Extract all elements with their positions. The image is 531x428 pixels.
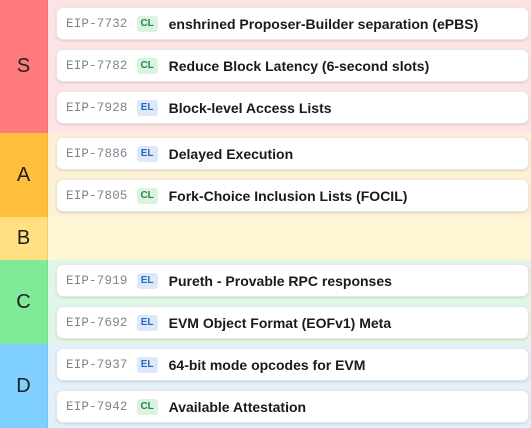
eip-card[interactable]: EIP-7937 EL 64-bit mode opcodes for EVM bbox=[56, 348, 529, 381]
eip-title: Delayed Execution bbox=[168, 145, 294, 162]
eip-card[interactable]: EIP-7886 EL Delayed Execution bbox=[56, 137, 529, 170]
eip-title: Block-level Access Lists bbox=[168, 99, 332, 116]
eip-number: EIP-7782 bbox=[66, 58, 128, 73]
tier-label: C bbox=[0, 260, 48, 344]
eip-number: EIP-7942 bbox=[66, 399, 128, 414]
eip-number: EIP-7919 bbox=[66, 273, 128, 288]
eip-card[interactable]: EIP-7928 EL Block-level Access Lists bbox=[56, 91, 529, 124]
eip-number: EIP-7928 bbox=[66, 100, 128, 115]
layer-badge: CL bbox=[136, 57, 158, 74]
eip-card[interactable]: EIP-7732 CL enshrined Proposer-Builder s… bbox=[56, 7, 529, 40]
tier-a: A EIP-7886 EL Delayed Execution EIP-7805… bbox=[0, 133, 531, 217]
layer-badge: CL bbox=[136, 187, 158, 204]
layer-badge: EL bbox=[136, 356, 158, 373]
eip-card[interactable]: EIP-7692 EL EVM Object Format (EOFv1) Me… bbox=[56, 306, 529, 339]
layer-badge: CL bbox=[136, 398, 158, 415]
tier-label: A bbox=[0, 133, 48, 217]
tier-d: D EIP-7937 EL 64-bit mode opcodes for EV… bbox=[0, 344, 531, 428]
eip-number: EIP-7805 bbox=[66, 188, 128, 203]
tier-dropzone[interactable]: EIP-7919 EL Pureth - Provable RPC respon… bbox=[48, 260, 531, 344]
tier-dropzone[interactable]: EIP-7732 CL enshrined Proposer-Builder s… bbox=[48, 0, 531, 133]
tier-c: C EIP-7919 EL Pureth - Provable RPC resp… bbox=[0, 260, 531, 344]
eip-number: EIP-7886 bbox=[66, 146, 128, 161]
tier-dropzone[interactable] bbox=[48, 217, 531, 260]
eip-title: Available Attestation bbox=[168, 398, 307, 415]
layer-badge: EL bbox=[136, 99, 158, 116]
tier-dropzone[interactable]: EIP-7886 EL Delayed Execution EIP-7805 C… bbox=[48, 133, 531, 217]
tier-b: B bbox=[0, 217, 531, 260]
eip-title: 64-bit mode opcodes for EVM bbox=[168, 356, 366, 373]
eip-number: EIP-7692 bbox=[66, 315, 128, 330]
tier-label: B bbox=[0, 217, 48, 260]
eip-card[interactable]: EIP-7805 CL Fork-Choice Inclusion Lists … bbox=[56, 179, 529, 212]
tier-s: S EIP-7732 CL enshrined Proposer-Builder… bbox=[0, 0, 531, 133]
eip-card[interactable]: EIP-7919 EL Pureth - Provable RPC respon… bbox=[56, 264, 529, 297]
eip-title: Reduce Block Latency (6-second slots) bbox=[168, 57, 430, 74]
layer-badge: EL bbox=[136, 145, 158, 162]
eip-title: Pureth - Provable RPC responses bbox=[168, 272, 392, 289]
eip-title: EVM Object Format (EOFv1) Meta bbox=[168, 314, 392, 331]
eip-card[interactable]: EIP-7782 CL Reduce Block Latency (6-seco… bbox=[56, 49, 529, 82]
eip-title: enshrined Proposer-Builder separation (e… bbox=[168, 15, 479, 32]
layer-badge: EL bbox=[136, 272, 158, 289]
eip-number: EIP-7937 bbox=[66, 357, 128, 372]
tier-dropzone[interactable]: EIP-7937 EL 64-bit mode opcodes for EVM … bbox=[48, 344, 531, 428]
layer-badge: CL bbox=[136, 15, 158, 32]
eip-number: EIP-7732 bbox=[66, 16, 128, 31]
tier-label: D bbox=[0, 344, 48, 428]
eip-card[interactable]: EIP-7942 CL Available Attestation bbox=[56, 390, 529, 423]
layer-badge: EL bbox=[136, 314, 158, 331]
tier-label: S bbox=[0, 0, 48, 133]
eip-title: Fork-Choice Inclusion Lists (FOCIL) bbox=[168, 187, 408, 204]
